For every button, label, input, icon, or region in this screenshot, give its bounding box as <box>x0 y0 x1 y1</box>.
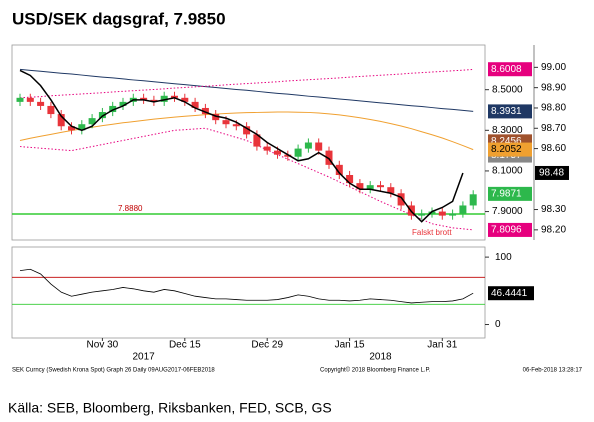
price-box-label: 8.3931 <box>491 106 522 117</box>
y2-tick-label: 98.80 <box>541 103 566 114</box>
candle-body <box>284 154 292 157</box>
price-box <box>488 222 532 237</box>
overlay-line <box>19 68 474 112</box>
candle-body <box>109 105 117 113</box>
y-tick-label: 7.9000 <box>492 206 523 217</box>
candle-body <box>315 142 323 151</box>
source: Källa: SEB, Bloomberg, Riksbanken, FED, … <box>8 400 332 416</box>
price-box-label: 8.2052 <box>491 144 522 155</box>
candle-body <box>140 97 148 100</box>
candle-body <box>294 148 302 157</box>
y2-tick-label: 98.90 <box>541 82 566 93</box>
candle-body <box>98 112 106 119</box>
y2-box <box>535 165 569 180</box>
x-tick-label: Nov 30 <box>87 340 119 351</box>
x-tick-label: Dec 29 <box>251 340 283 351</box>
candle-body <box>68 126 75 131</box>
y-tick-label: 8.3000 <box>492 125 523 136</box>
y2-tick-label: 98.60 <box>541 143 566 154</box>
candle-body <box>366 185 374 190</box>
level-label: 7.8880 <box>118 204 143 213</box>
price-box <box>488 186 532 201</box>
candle-body <box>232 124 240 127</box>
rsi-tick-label: 0 <box>495 319 501 330</box>
footer-left: SEK Curncy (Swedish Krona Spot) Graph 26… <box>12 368 215 374</box>
candle-body <box>449 213 457 216</box>
candle-body <box>171 95 178 98</box>
candle-body <box>181 97 189 102</box>
chart-title: USD/SEK dagsgraf, 7.9850 <box>12 9 226 28</box>
overlay-line <box>19 68 474 99</box>
candle-body <box>377 185 384 188</box>
candle-body <box>243 126 251 135</box>
year-label: 2017 <box>132 352 155 363</box>
candle-body <box>335 164 343 175</box>
rsi-line <box>19 268 474 304</box>
rsi-box-label: 46.4441 <box>491 288 528 299</box>
y2-tick-label: 99.00 <box>541 62 566 73</box>
candle-body <box>16 97 24 102</box>
y2-line <box>19 69 464 223</box>
annotation: Falskt brott <box>412 228 452 237</box>
candle-body <box>418 213 426 216</box>
rsi-tick-label: 100 <box>495 252 512 263</box>
candle-body <box>160 95 168 102</box>
overlay-line <box>19 127 474 231</box>
footer-right: 06-Feb-2018 13:28:17 <box>523 368 583 374</box>
candle-body <box>119 101 127 106</box>
candle-body <box>78 124 86 131</box>
y2-tick-label: 98.70 <box>541 123 566 134</box>
candle-body <box>263 146 271 151</box>
candle-body <box>88 118 96 125</box>
overlay-line <box>19 111 474 151</box>
y-tick-label: 8.1000 <box>492 166 523 177</box>
rsi-panel <box>11 246 486 339</box>
candle-body <box>356 183 364 190</box>
year-label: 2018 <box>369 352 392 363</box>
x-tick-label: Jan 31 <box>427 340 457 351</box>
candle-body <box>469 194 477 206</box>
x-tick-label: Jan 15 <box>335 340 365 351</box>
candle-body <box>26 97 34 102</box>
price-box-label: 8.2456 <box>491 136 522 147</box>
price-box-label: 7.8096 <box>491 225 522 236</box>
candle-body <box>253 134 261 147</box>
footer-middle: Copyright© 2018 Bloomberg Finance L.P. <box>320 367 431 374</box>
x-tick-label: Dec 15 <box>169 340 201 351</box>
price-box-label: 8.6008 <box>491 64 522 75</box>
candle-body <box>201 107 209 115</box>
rsi-box <box>488 286 534 301</box>
candle-body <box>47 105 55 115</box>
candle-body <box>325 150 333 165</box>
main-panel <box>11 44 486 241</box>
candle-body <box>304 142 312 149</box>
candle-body <box>191 101 199 108</box>
candle-body <box>387 187 395 194</box>
y2-box-label: 98.48 <box>539 168 564 179</box>
price-box-label: 7.9871 <box>491 189 522 200</box>
candle-body <box>346 175 354 184</box>
candle-body <box>274 150 281 155</box>
candle-body <box>438 211 446 216</box>
candle-body <box>37 101 45 106</box>
candle-body <box>222 120 230 125</box>
candle-body <box>397 193 405 206</box>
candle-body <box>212 114 220 121</box>
y2-tick-label: 98.20 <box>541 224 566 235</box>
y2-tick-label: 98.30 <box>541 204 566 215</box>
candle-body <box>459 205 467 214</box>
candle-body <box>150 99 158 102</box>
price-box <box>488 104 532 119</box>
y-tick-label: 8.5000 <box>492 84 523 95</box>
price-box <box>488 142 532 157</box>
candle-body <box>57 114 65 127</box>
price-box <box>488 62 532 77</box>
